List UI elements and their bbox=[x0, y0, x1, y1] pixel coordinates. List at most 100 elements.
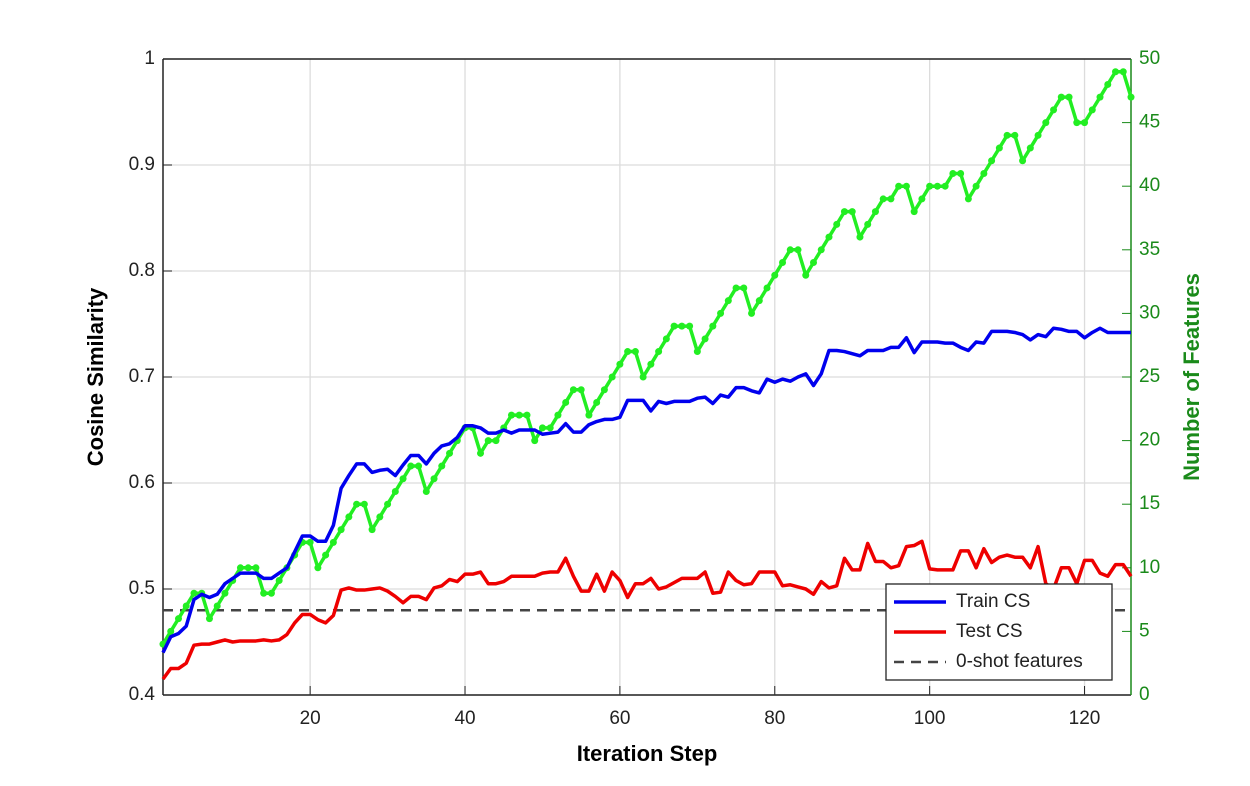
data-point bbox=[484, 437, 492, 445]
data-point bbox=[337, 526, 345, 534]
data-point bbox=[523, 411, 531, 419]
data-point bbox=[1073, 119, 1081, 127]
data-point bbox=[624, 348, 632, 356]
data-point bbox=[848, 208, 856, 216]
data-point bbox=[438, 462, 446, 470]
data-point bbox=[376, 513, 384, 521]
y2-tick-label: 15 bbox=[1139, 493, 1160, 514]
data-point bbox=[205, 615, 213, 623]
y2-tick-label: 35 bbox=[1139, 239, 1160, 260]
data-point bbox=[972, 182, 980, 190]
data-point bbox=[360, 500, 368, 508]
data-point bbox=[639, 373, 647, 381]
y-tick-label: 0.4 bbox=[129, 684, 156, 705]
data-point bbox=[655, 348, 663, 356]
data-point bbox=[817, 246, 825, 254]
x-tick-label: 120 bbox=[1069, 708, 1101, 729]
data-point bbox=[918, 195, 926, 203]
data-point bbox=[693, 348, 701, 356]
data-point bbox=[980, 169, 988, 177]
data-point bbox=[477, 449, 485, 457]
data-point bbox=[779, 259, 787, 267]
data-point bbox=[809, 259, 817, 267]
data-point bbox=[515, 411, 523, 419]
data-point bbox=[221, 589, 229, 597]
data-point bbox=[879, 195, 887, 203]
legend-label: Train CS bbox=[956, 591, 1030, 612]
data-point bbox=[407, 462, 415, 470]
data-point bbox=[593, 398, 601, 406]
data-point bbox=[1042, 119, 1050, 127]
data-point bbox=[244, 564, 252, 572]
data-point bbox=[864, 220, 872, 228]
data-point bbox=[267, 589, 275, 597]
data-point bbox=[631, 348, 639, 356]
data-point bbox=[430, 475, 438, 483]
data-point bbox=[275, 577, 283, 585]
data-point bbox=[190, 589, 198, 597]
x-tick-label: 60 bbox=[609, 708, 630, 729]
data-point bbox=[213, 602, 221, 610]
data-point bbox=[686, 322, 694, 330]
data-point bbox=[988, 157, 996, 165]
data-point bbox=[492, 437, 500, 445]
data-point bbox=[717, 309, 725, 317]
data-point bbox=[771, 271, 779, 279]
data-line bbox=[161, 539, 1133, 681]
data-line bbox=[161, 69, 1133, 646]
y2-tick-label: 5 bbox=[1139, 620, 1150, 641]
y2-tick-label: 30 bbox=[1139, 302, 1160, 323]
data-point bbox=[415, 462, 423, 470]
data-point bbox=[786, 246, 794, 254]
data-point bbox=[585, 411, 593, 419]
data-point bbox=[1003, 131, 1011, 139]
data-point bbox=[670, 322, 678, 330]
data-point bbox=[507, 411, 515, 419]
data-point bbox=[1127, 93, 1135, 101]
data-point bbox=[732, 284, 740, 292]
data-point bbox=[1088, 106, 1096, 114]
data-point bbox=[957, 169, 965, 177]
data-point bbox=[825, 233, 833, 241]
data-point bbox=[840, 208, 848, 216]
y-tick-label: 0.8 bbox=[129, 260, 155, 281]
data-point bbox=[871, 208, 879, 216]
y2-tick-label: 50 bbox=[1139, 48, 1160, 69]
data-point bbox=[368, 526, 376, 534]
y-tick-label: 0.6 bbox=[129, 472, 155, 493]
y2-tick-label: 0 bbox=[1139, 684, 1150, 705]
data-point bbox=[422, 487, 430, 495]
y-axis-label: Cosine Similarity bbox=[83, 287, 108, 466]
data-point bbox=[895, 182, 903, 190]
data-point bbox=[833, 220, 841, 228]
data-point bbox=[538, 424, 546, 432]
data-point bbox=[554, 411, 562, 419]
data-point bbox=[794, 246, 802, 254]
data-point bbox=[353, 500, 361, 508]
legend-label: Test CS bbox=[956, 621, 1023, 642]
data-point bbox=[600, 386, 608, 394]
y2-tick-label: 40 bbox=[1139, 175, 1160, 196]
data-point bbox=[531, 437, 539, 445]
data-point bbox=[748, 309, 756, 317]
data-point bbox=[1011, 131, 1019, 139]
data-point bbox=[709, 322, 717, 330]
data-point bbox=[322, 551, 330, 559]
data-point bbox=[1112, 68, 1120, 76]
data-point bbox=[314, 564, 322, 572]
data-point bbox=[964, 195, 972, 203]
data-point bbox=[933, 182, 941, 190]
data-point bbox=[763, 284, 771, 292]
x-tick-label: 20 bbox=[300, 708, 321, 729]
data-point bbox=[995, 144, 1003, 152]
x-tick-label: 100 bbox=[914, 708, 946, 729]
data-point bbox=[1034, 131, 1042, 139]
data-point bbox=[1050, 106, 1058, 114]
data-point bbox=[562, 398, 570, 406]
y-tick-label: 0.7 bbox=[129, 366, 155, 387]
x-tick-label: 80 bbox=[764, 708, 785, 729]
data-point bbox=[446, 449, 454, 457]
data-point bbox=[856, 233, 864, 241]
data-point bbox=[740, 284, 748, 292]
y-tick-label: 0.5 bbox=[129, 578, 155, 599]
